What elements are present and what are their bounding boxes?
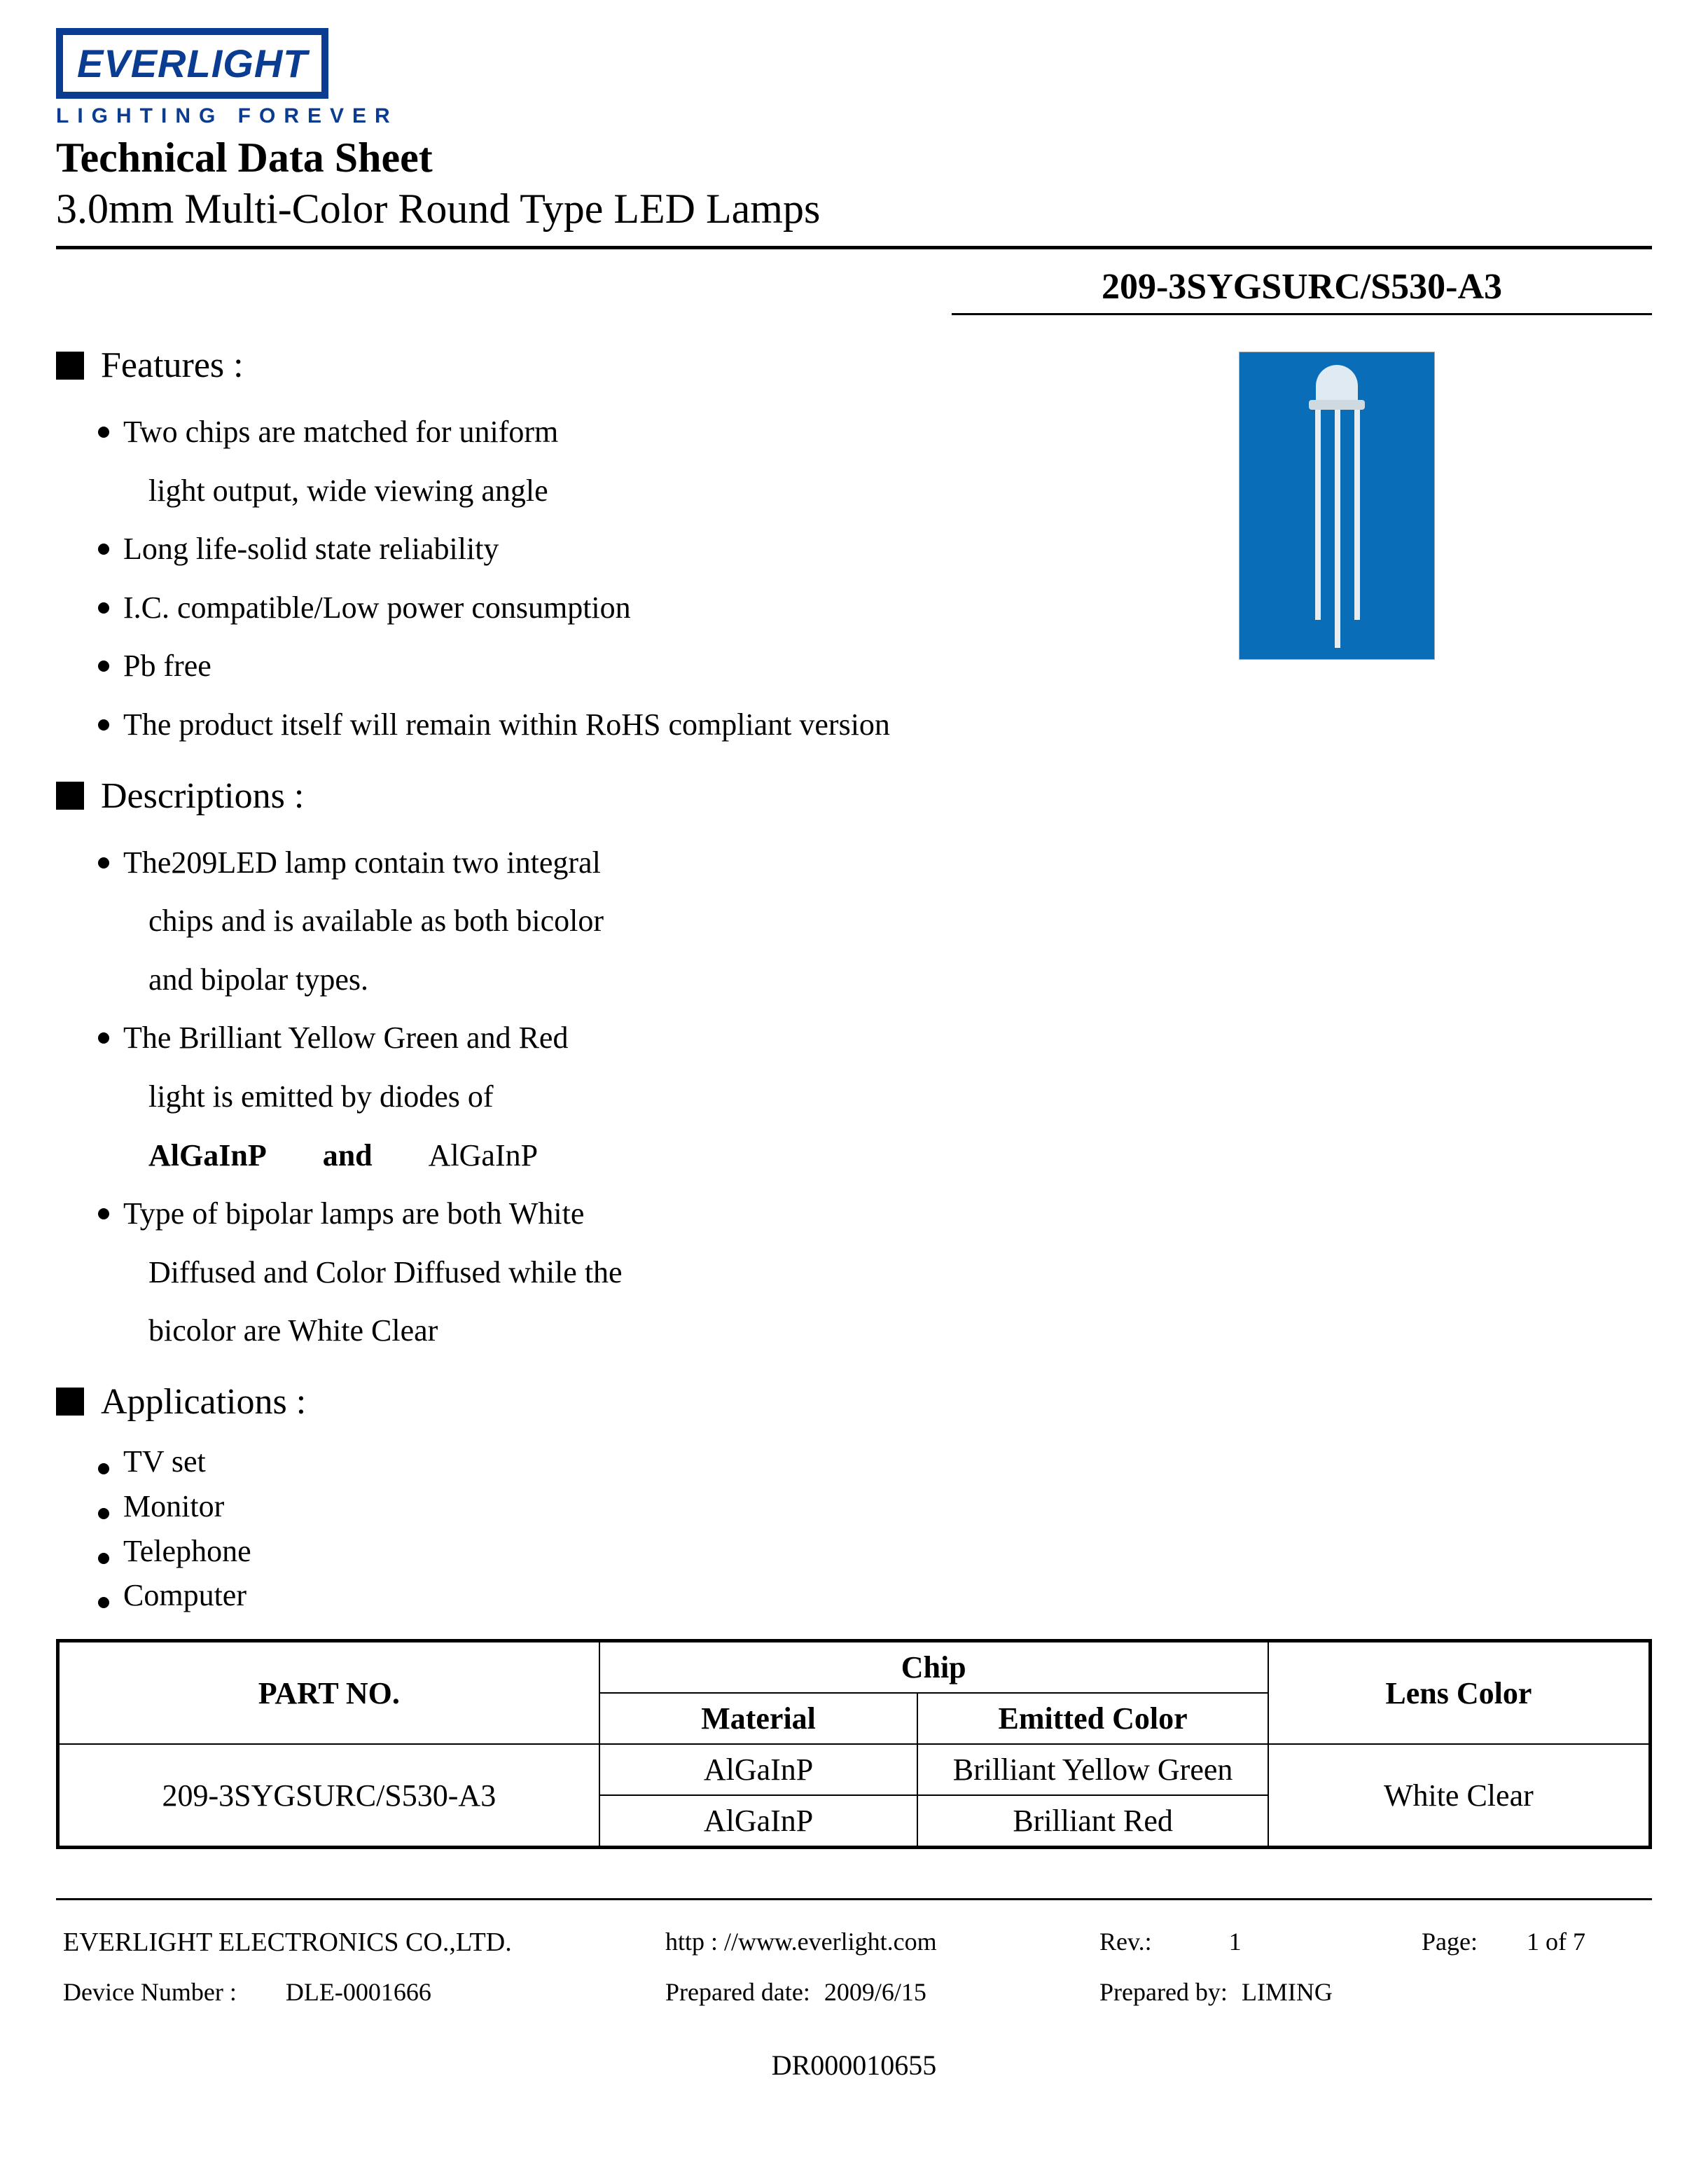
application-text: Telephone: [123, 1534, 251, 1568]
feature-item: Two chips are matched for uniform light …: [98, 403, 1022, 520]
applications-heading: Applications :: [56, 1381, 1022, 1423]
cell-material: AlGaInP: [599, 1744, 918, 1795]
application-text: TV set: [123, 1444, 206, 1479]
application-item: TV set: [98, 1439, 1022, 1484]
description-item: The Brilliant Yellow Green and Red light…: [98, 1009, 1022, 1184]
prepared-date-label: Prepared date:: [665, 1977, 810, 2007]
col-emitted: Emitted Color: [917, 1693, 1268, 1744]
and-label: and: [323, 1126, 373, 1185]
brand-logo: EVERLIGHT: [56, 28, 328, 99]
document-subtitle: 3.0mm Multi-Color Round Type LED Lamps: [56, 185, 1652, 233]
square-bullet-icon: [56, 1388, 84, 1416]
application-text: Computer: [123, 1578, 247, 1612]
footer: EVERLIGHT ELECTRONICS CO.,LTD. http : //…: [56, 1898, 1652, 2082]
feature-text: I.C. compatible/Low power consumption: [123, 590, 631, 625]
product-photo: [1239, 352, 1435, 660]
col-material: Material: [599, 1693, 918, 1744]
feature-text: Pb free: [123, 649, 211, 683]
table-header-row: PART NO. Chip Lens Color: [58, 1641, 1651, 1694]
company-name: EVERLIGHT ELECTRONICS CO.,LTD.: [63, 1927, 665, 1958]
square-bullet-icon: [56, 782, 84, 810]
description-text: light is emitted by diodes of: [123, 1067, 1022, 1126]
brand-logo-text: EVERLIGHT: [77, 41, 307, 85]
table-row: 209-3SYGSURC/S530-A3 AlGaInP Brilliant Y…: [58, 1744, 1651, 1795]
led-lead-icon: [1315, 410, 1321, 620]
prepared-by-label: Prepared by:: [1099, 1977, 1228, 2007]
part-number-row: 209-3SYGSURC/S530-A3: [56, 266, 1652, 315]
square-bullet-icon: [56, 352, 84, 380]
spec-table: PART NO. Chip Lens Color Material Emitte…: [56, 1639, 1652, 1849]
device-number-value: DLE-0001666: [286, 1977, 431, 2007]
feature-text: The product itself will remain within Ro…: [123, 707, 890, 742]
device-number-label: Device Number :: [63, 1977, 237, 2007]
description-text: Type of bipolar lamps are both White: [123, 1196, 584, 1231]
col-part-no: PART NO.: [58, 1641, 599, 1745]
feature-text: Two chips are matched for uniform: [123, 415, 558, 449]
material-label: AlGaInP: [429, 1126, 538, 1185]
feature-item: I.C. compatible/Low power consumption: [98, 579, 1022, 637]
application-item: Telephone: [98, 1529, 1022, 1574]
page-value: 1 of 7: [1527, 1927, 1585, 1956]
prepared-by-value: LIMING: [1242, 1977, 1333, 2007]
header-divider: [56, 246, 1652, 249]
features-title: Features :: [101, 345, 244, 386]
cell-lens-color: White Clear: [1268, 1744, 1651, 1848]
cell-part-no: 209-3SYGSURC/S530-A3: [58, 1744, 599, 1848]
feature-text: Long life-solid state reliability: [123, 532, 499, 566]
descriptions-heading: Descriptions :: [56, 775, 1022, 817]
page-label: Page:: [1422, 1927, 1478, 1956]
features-list: Two chips are matched for uniform light …: [56, 403, 1022, 754]
applications-title: Applications :: [101, 1381, 306, 1423]
part-number-underline: [952, 313, 1652, 315]
brand-tagline: LIGHTING FOREVER: [56, 104, 1652, 128]
col-lens: Lens Color: [1268, 1641, 1651, 1745]
descriptions-title: Descriptions :: [101, 775, 304, 817]
application-item: Computer: [98, 1573, 1022, 1618]
led-flange-icon: [1309, 400, 1365, 410]
application-item: Monitor: [98, 1484, 1022, 1529]
descriptions-list: The209LED lamp contain two integral chip…: [56, 834, 1022, 1360]
features-heading: Features :: [56, 345, 1022, 386]
rev-value: 1: [1229, 1927, 1242, 1956]
feature-item: Pb free: [98, 637, 1022, 696]
cell-emitted-color: Brilliant Yellow Green: [917, 1744, 1268, 1795]
description-text: bicolor are White Clear: [123, 1301, 1022, 1360]
description-item: Type of bipolar lamps are both White Dif…: [98, 1184, 1022, 1360]
rev-label: Rev.:: [1099, 1927, 1152, 1956]
website-url: http : //www.everlight.com: [665, 1927, 1099, 1958]
led-lead-icon: [1354, 410, 1360, 620]
prepared-date-value: 2009/6/15: [824, 1977, 926, 2007]
description-text: The209LED lamp contain two integral: [123, 845, 601, 880]
description-text: and bipolar types.: [123, 950, 1022, 1009]
document-ref-number: DR000010655: [56, 2049, 1652, 2082]
applications-list: TV set Monitor Telephone Computer: [56, 1439, 1022, 1618]
cell-material: AlGaInP: [599, 1795, 918, 1848]
feature-text-sub: light output, wide viewing angle: [123, 462, 1022, 520]
document-title: Technical Data Sheet: [56, 134, 1652, 182]
part-number: 209-3SYGSURC/S530-A3: [952, 266, 1652, 313]
col-chip: Chip: [599, 1641, 1268, 1694]
led-lead-icon: [1335, 410, 1340, 648]
application-text: Monitor: [123, 1489, 224, 1523]
footer-divider: [56, 1898, 1652, 1900]
material-label: AlGaInP: [148, 1126, 267, 1185]
description-item: The209LED lamp contain two integral chip…: [98, 834, 1022, 1009]
cell-emitted-color: Brilliant Red: [917, 1795, 1268, 1848]
description-text: chips and is available as both bicolor: [123, 892, 1022, 950]
description-text: Diffused and Color Diffused while the: [123, 1243, 1022, 1302]
feature-item: Long life-solid state reliability: [98, 520, 1022, 579]
header: EVERLIGHT LIGHTING FOREVER Technical Dat…: [56, 28, 1652, 233]
feature-item: The product itself will remain within Ro…: [98, 696, 1022, 754]
description-text: The Brilliant Yellow Green and Red: [123, 1021, 568, 1055]
